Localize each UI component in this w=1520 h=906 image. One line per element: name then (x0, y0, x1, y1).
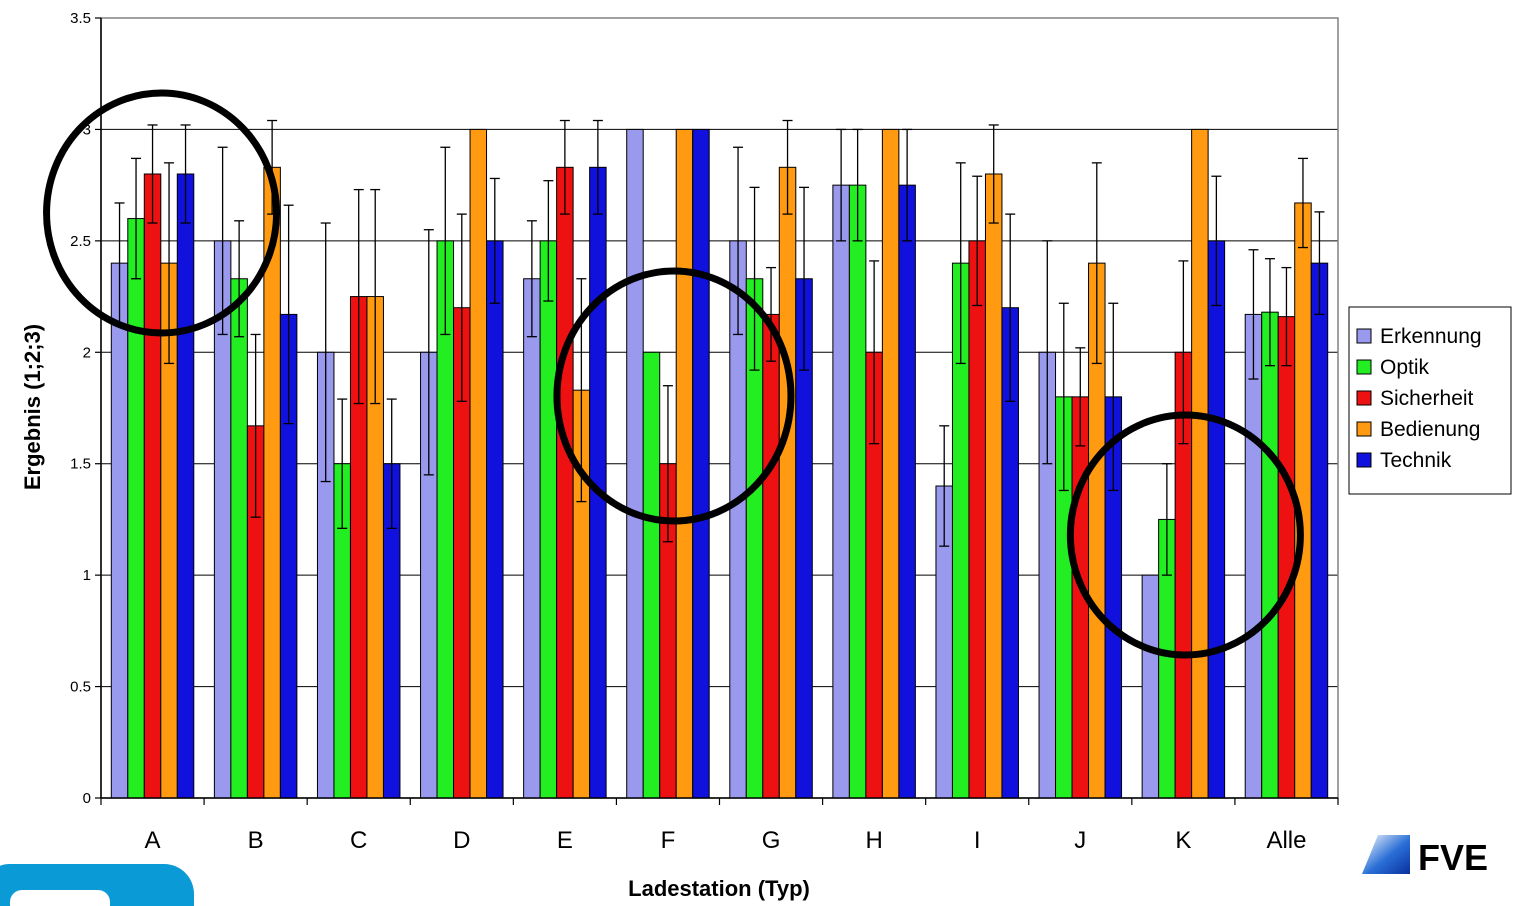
x-tick-label: A (145, 827, 161, 854)
legend-swatch (1356, 359, 1372, 375)
bar (968, 240, 986, 799)
bar (675, 128, 694, 799)
x-tick-label: D (453, 827, 470, 854)
bar (1277, 316, 1296, 799)
y-axis: 0 0.5 1 1.5 2 2.5 3 3.5 (70, 10, 102, 807)
x-tick-label: G (762, 827, 781, 854)
legend-swatch (1356, 390, 1372, 406)
x-tick-label: C (350, 827, 367, 854)
y-tick-label: 2 (83, 344, 91, 361)
bar (230, 278, 248, 799)
bar (1310, 262, 1329, 799)
highlight-circles (43, 89, 1304, 659)
x-tick-label: F (661, 827, 676, 854)
bar (1191, 128, 1209, 799)
bar (898, 184, 916, 799)
x-tick-label: K (1175, 827, 1191, 854)
legend-label: Technik (1380, 449, 1452, 472)
bar (626, 128, 644, 799)
highlight-circle (43, 89, 281, 337)
y-tick-label: 3 (83, 121, 91, 138)
x-tick-label: H (865, 827, 882, 854)
bar (778, 166, 797, 799)
error-bars (114, 119, 1325, 576)
bar (1141, 574, 1160, 799)
bar (642, 351, 661, 799)
bar (1244, 313, 1263, 799)
corner-tab (0, 864, 194, 906)
bar (176, 173, 195, 799)
fve-logo: FVE (1362, 835, 1488, 878)
x-tick-label: Alle (1266, 827, 1306, 854)
y-tick-label: 3.5 (70, 10, 91, 27)
bar (1261, 311, 1279, 799)
bar (762, 313, 780, 799)
bar (984, 173, 1003, 799)
y-tick-label: 1.5 (70, 456, 91, 473)
bar (556, 166, 574, 799)
y-tick-label: 0.5 (70, 679, 91, 696)
bar (881, 128, 900, 799)
bar (1207, 240, 1226, 799)
bar (539, 240, 558, 799)
y-tick-label: 1 (83, 567, 91, 584)
highlight-circle (553, 267, 795, 525)
legend-label: Sicherheit (1380, 387, 1474, 410)
legend-label: Erkennung (1380, 325, 1482, 348)
logo-text: FVE (1418, 837, 1488, 878)
legend-swatch (1356, 421, 1372, 437)
bar (692, 128, 710, 799)
logo-mark-icon (1362, 835, 1410, 874)
y-tick-label: 2.5 (70, 233, 91, 250)
y-tick-label: 0 (83, 790, 91, 807)
bar (469, 128, 488, 799)
x-axis: A B C D E F G H I J K Alle (100, 797, 1339, 854)
legend-label: Bedienung (1380, 418, 1480, 441)
legend-box (1348, 306, 1512, 495)
bar (523, 278, 541, 799)
bar (143, 173, 162, 799)
x-axis-title: Ladestation (Typ) (628, 876, 810, 901)
highlight-circle (1066, 411, 1304, 659)
legend-swatch (1356, 328, 1372, 344)
legend: Erkennung Optik Sicherheit Bedienung Technik (1348, 306, 1512, 495)
bars (110, 128, 1329, 799)
x-tick-label: E (557, 827, 573, 854)
bar (832, 184, 850, 799)
bar (848, 184, 867, 799)
x-tick-label: I (974, 827, 981, 854)
legend-swatch (1356, 452, 1372, 468)
x-tick-label: B (248, 827, 264, 854)
bar (127, 218, 145, 799)
x-tick-label: J (1074, 827, 1086, 854)
legend-label: Optik (1380, 356, 1430, 379)
bar (486, 240, 504, 799)
bar (110, 262, 129, 799)
y-axis-title: Ergebnis (1;2;3) (20, 324, 45, 490)
